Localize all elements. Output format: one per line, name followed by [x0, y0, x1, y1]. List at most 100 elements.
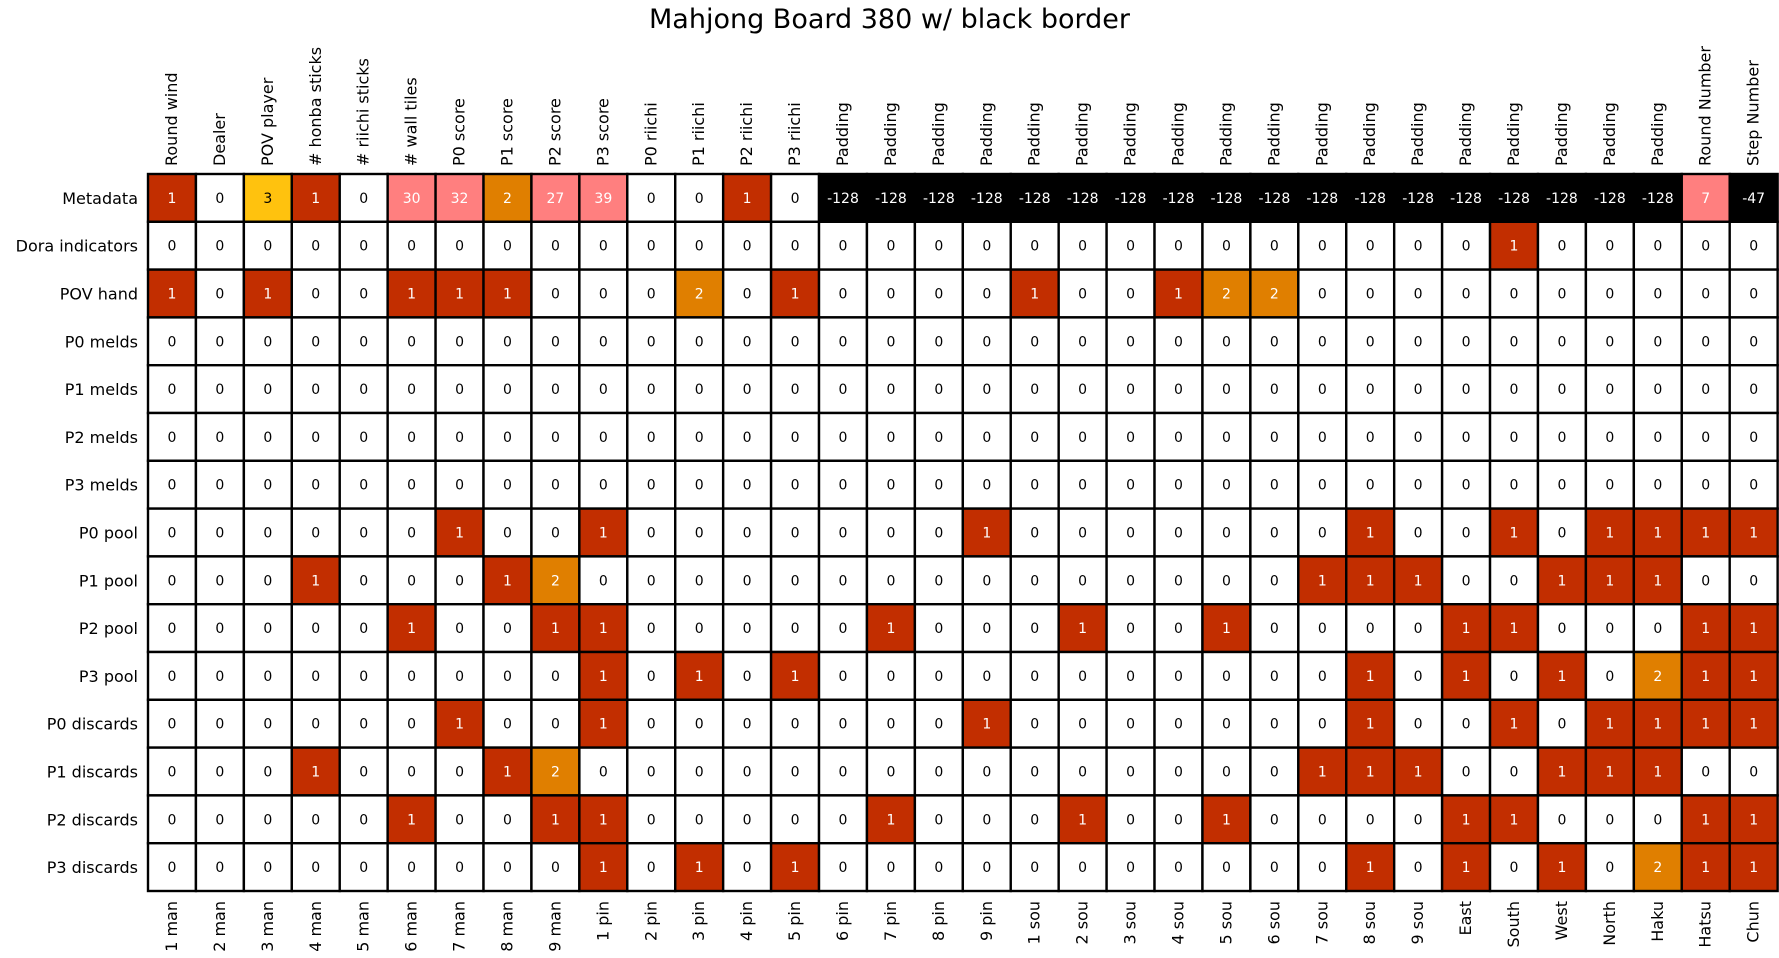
cell-metadata-5-sou [1201, 172, 1252, 223]
cell-p2-melds-1-sou [1009, 411, 1060, 462]
cell-value-dora-indicators-west: 0 [1557, 239, 1566, 255]
cell-value-p0-discards-haku: 1 [1653, 717, 1662, 733]
cell-value-p2-pool-6-sou: 0 [1270, 621, 1279, 637]
cell-value-p3-discards-chun: 1 [1749, 860, 1758, 876]
cell-value-p3-discards-south: 0 [1510, 860, 1519, 876]
cell-value-p2-melds-9-man: 0 [551, 430, 560, 446]
cell-p3-discards-haku [1632, 842, 1683, 893]
cell-p3-discards-1-pin [578, 842, 629, 893]
cell-value-metadata-2-man: 0 [215, 191, 224, 207]
cell-value-p3-discards-4-pin: 0 [743, 860, 752, 876]
cell-value-p2-melds-west: 0 [1557, 430, 1566, 446]
cell-value-p3-melds-4-pin: 0 [743, 478, 752, 494]
cell-value-p3-pool-west: 1 [1557, 669, 1566, 685]
cell-value-pov-hand-south: 0 [1510, 287, 1519, 303]
cell-p2-melds-3-pin [674, 411, 725, 462]
cell-value-p3-pool-7-man: 0 [455, 669, 464, 685]
cell-p0-discards-4-sou [1153, 698, 1204, 749]
cell-value-p1-pool-1-pin: 0 [599, 573, 608, 589]
cell-value-dora-indicators-chun: 0 [1749, 239, 1758, 255]
cell-metadata-8-pin [913, 172, 965, 223]
cell-value-p3-pool-1-sou: 0 [1030, 669, 1039, 685]
cell-value-p3-pool-4-man: 0 [311, 669, 320, 685]
top-label-padding-14: Padding [833, 102, 852, 166]
cell-value-p0-melds-6-man: 0 [407, 334, 416, 350]
cell-value-p3-discards-5-pin: 1 [791, 860, 800, 876]
cell-p2-discards-8-man [482, 794, 533, 845]
cell-value-p0-pool-chun: 1 [1749, 526, 1758, 542]
cell-p1-melds-west [1536, 364, 1588, 415]
bottom-label-east: East [1456, 901, 1475, 936]
cell-value-p1-discards-4-sou: 0 [1174, 765, 1183, 781]
cell-value-p2-pool-9-sou: 0 [1414, 621, 1423, 637]
cell-value-p2-pool-5-man: 0 [359, 621, 368, 637]
cell-p1-melds-chun [1728, 364, 1779, 415]
row-label-p3-discards: P3 discards [47, 858, 138, 877]
cell-p0-pool-1-man [146, 507, 198, 558]
cell-value-p3-pool-north: 0 [1605, 669, 1614, 685]
cell-value-p1-pool-5-pin: 0 [791, 573, 800, 589]
cell-value-p3-pool-4-pin: 0 [743, 669, 752, 685]
cell-value-dora-indicators-9-man: 0 [551, 239, 560, 255]
cell-dora-indicators-7-pin [865, 220, 917, 271]
cell-value-p1-discards-south: 0 [1510, 765, 1519, 781]
cell-p1-melds-5-sou [1201, 364, 1252, 415]
cell-p1-pool-8-man [482, 555, 533, 606]
cell-p0-melds-5-sou [1201, 316, 1252, 367]
cell-value-pov-hand-5-sou: 2 [1222, 287, 1231, 303]
cell-p1-pool-south [1488, 555, 1540, 606]
cell-value-p0-melds-5-pin: 0 [791, 334, 800, 350]
cell-value-p3-melds-3-man: 0 [263, 478, 272, 494]
cell-value-p1-pool-2-pin: 0 [647, 573, 656, 589]
cell-value-p3-melds-west: 0 [1557, 478, 1566, 494]
cell-value-metadata-6-man: 30 [403, 191, 421, 207]
cell-value-p2-discards-1-sou: 0 [1030, 812, 1039, 828]
cell-p2-discards-1-man [146, 794, 198, 845]
top-label-num-wall-tiles-5: # wall tiles [402, 77, 421, 166]
cell-value-p3-pool-1-man: 0 [168, 669, 177, 685]
cell-p0-pool-west [1536, 507, 1588, 558]
bottom-label-2-man: 2 man [210, 901, 229, 952]
cell-value-p3-melds-8-sou: 0 [1366, 478, 1375, 494]
cell-p1-pool-2-pin [626, 555, 677, 606]
cell-p0-pool-6-man [386, 507, 437, 558]
cell-value-p1-discards-chun: 0 [1749, 765, 1758, 781]
cell-value-pov-hand-2-pin: 0 [647, 287, 656, 303]
row-label-p0-melds: P0 melds [65, 332, 138, 351]
cell-value-p1-pool-9-sou: 1 [1414, 573, 1423, 589]
cell-value-p1-melds-8-man: 0 [503, 382, 512, 398]
cell-value-metadata-hatsu: 7 [1701, 191, 1710, 207]
cell-p0-discards-8-man [482, 698, 533, 749]
cell-value-p1-melds-4-pin: 0 [743, 382, 752, 398]
cell-value-p1-pool-7-man: 0 [455, 573, 464, 589]
cell-value-p2-pool-haku: 0 [1653, 621, 1662, 637]
top-label-padding-16: Padding [929, 102, 948, 166]
row-label-dora-indicators: Dora indicators [16, 237, 138, 256]
cell-value-metadata-1-pin: 39 [594, 191, 612, 207]
cell-p0-discards-5-pin [769, 698, 821, 749]
cell-value-p3-pool-haku: 2 [1653, 669, 1662, 685]
cell-value-p3-melds-1-man: 0 [168, 478, 177, 494]
cell-value-p2-discards-7-sou: 0 [1318, 812, 1327, 828]
cell-value-p3-pool-4-sou: 0 [1174, 669, 1183, 685]
cell-p2-melds-hatsu [1680, 411, 1731, 462]
cell-value-p0-melds-1-sou: 0 [1030, 334, 1039, 350]
cell-value-p1-pool-4-sou: 0 [1174, 573, 1183, 589]
bottom-label-7-man: 7 man [450, 901, 469, 952]
cell-value-metadata-2-pin: 0 [647, 191, 656, 207]
cell-value-p1-discards-6-man: 0 [407, 765, 416, 781]
cell-p0-pool-5-pin [769, 507, 821, 558]
bottom-label-5-pin: 5 pin [785, 901, 804, 941]
cell-p1-discards-1-pin [578, 746, 629, 797]
row-label-p0-discards: P0 discards [47, 715, 138, 734]
cell-value-p2-pool-3-man: 0 [263, 621, 272, 637]
cell-value-p3-discards-north: 0 [1605, 860, 1614, 876]
cell-value-p3-pool-8-pin: 0 [934, 669, 943, 685]
cell-value-p3-discards-2-pin: 0 [647, 860, 656, 876]
cell-value-p1-melds-6-man: 0 [407, 382, 416, 398]
cell-p2-melds-6-sou [1249, 411, 1300, 462]
cell-value-dora-indicators-4-sou: 0 [1174, 239, 1183, 255]
cell-value-p1-pool-7-pin: 0 [886, 573, 895, 589]
cell-p3-discards-7-pin [865, 842, 917, 893]
cell-value-metadata-9-sou: -128 [1402, 191, 1434, 207]
